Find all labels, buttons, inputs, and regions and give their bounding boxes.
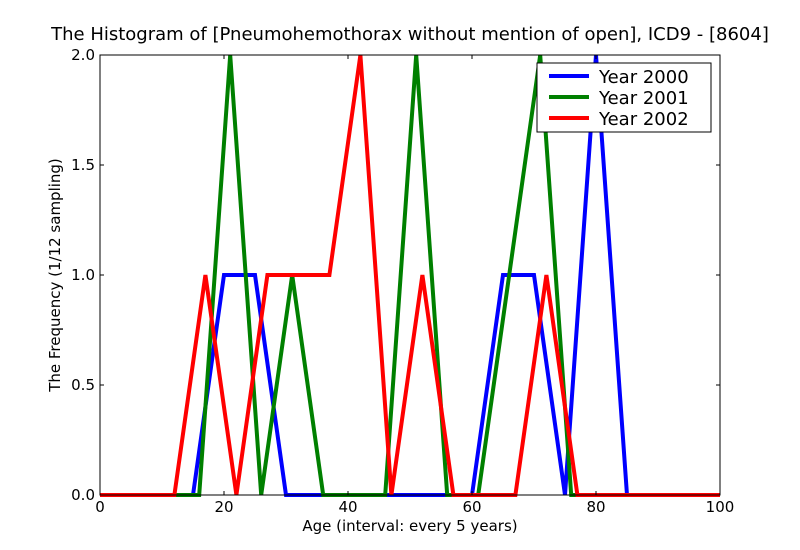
x-axis-label: Age (interval: every 5 years) [302,517,517,535]
x-axis: 0 20 40 60 80 100 [95,55,734,516]
chart-title: The Histogram of [Pneumohemothorax witho… [50,24,769,45]
y-tick-label: 0.0 [71,486,95,504]
x-tick-label: 20 [214,498,233,516]
y-tick-label: 1.5 [71,156,95,174]
y-tick-label: 0.5 [71,376,95,394]
x-tick-label: 40 [338,498,357,516]
x-tick-label: 60 [462,498,481,516]
x-tick-label: 0 [95,498,105,516]
y-tick-label: 2.0 [71,46,95,64]
x-tick-label: 100 [706,498,735,516]
x-tick-label: 80 [586,498,605,516]
legend-label-2: Year 2001 [598,88,689,109]
y-axis-label: The Frequency (1/12 sampling) [46,158,64,393]
y-axis: 0.0 0.5 1.0 1.5 2.0 [71,46,720,504]
legend-label-1: Year 2000 [598,67,689,88]
y-tick-label: 1.0 [71,266,95,284]
legend-label-3: Year 2002 [598,109,689,130]
